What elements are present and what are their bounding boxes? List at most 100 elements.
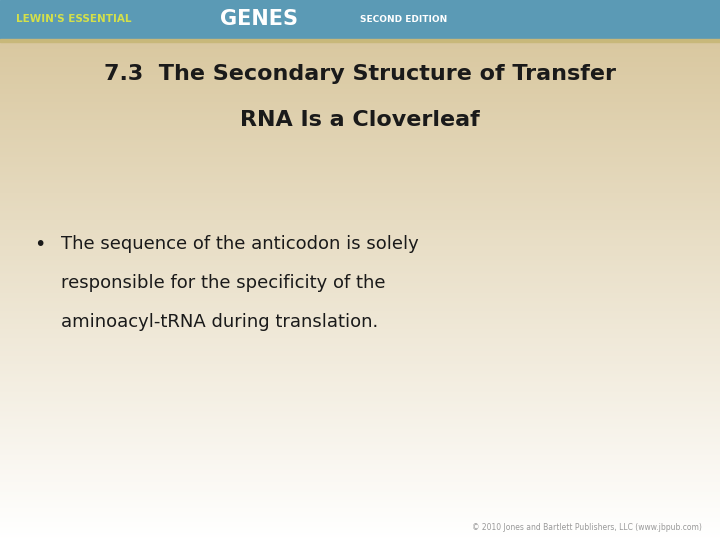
Bar xyxy=(0,70,720,72)
Bar xyxy=(0,407,720,409)
Bar xyxy=(0,67,720,69)
Bar xyxy=(0,376,720,377)
Bar xyxy=(0,502,720,503)
Bar xyxy=(0,177,720,178)
Bar xyxy=(0,336,720,338)
Bar xyxy=(0,237,720,238)
Bar xyxy=(0,79,720,80)
Bar xyxy=(0,47,720,49)
Bar xyxy=(0,286,720,288)
Bar xyxy=(0,455,720,457)
Bar xyxy=(0,293,720,294)
Bar xyxy=(0,442,720,444)
Bar xyxy=(0,168,720,170)
Bar xyxy=(0,490,720,492)
Bar xyxy=(0,153,720,155)
Bar xyxy=(0,265,720,266)
Bar xyxy=(0,387,720,389)
Bar xyxy=(0,278,720,279)
Bar xyxy=(0,435,720,437)
Bar xyxy=(0,475,720,477)
Bar xyxy=(0,89,720,90)
Bar xyxy=(0,276,720,278)
Bar xyxy=(0,331,720,333)
Bar xyxy=(0,240,720,241)
Bar xyxy=(0,0,720,39)
Bar xyxy=(0,474,720,475)
Bar xyxy=(0,419,720,421)
Bar xyxy=(0,305,720,306)
Bar xyxy=(0,150,720,152)
Bar xyxy=(0,54,720,56)
Bar xyxy=(0,268,720,269)
Bar xyxy=(0,65,720,67)
Bar xyxy=(0,92,720,93)
Bar xyxy=(0,215,720,217)
Bar xyxy=(0,357,720,359)
Bar xyxy=(0,346,720,347)
Bar xyxy=(0,193,720,195)
Bar xyxy=(0,424,720,426)
Text: aminoacyl-tRNA during translation.: aminoacyl-tRNA during translation. xyxy=(61,313,379,330)
Bar xyxy=(0,137,720,138)
Bar xyxy=(0,414,720,416)
Bar xyxy=(0,374,720,376)
Bar xyxy=(0,458,720,460)
Bar xyxy=(0,160,720,161)
Bar xyxy=(0,80,720,82)
Bar xyxy=(0,281,720,283)
Bar xyxy=(0,351,720,353)
Bar xyxy=(0,439,720,441)
Bar xyxy=(0,465,720,467)
Bar xyxy=(0,180,720,181)
Bar xyxy=(0,526,720,528)
Bar xyxy=(0,412,720,414)
Bar xyxy=(0,530,720,532)
Bar xyxy=(0,45,720,47)
Bar xyxy=(0,487,720,489)
Bar xyxy=(0,64,720,65)
Bar xyxy=(0,198,720,200)
Bar xyxy=(0,485,720,487)
Bar xyxy=(0,62,720,64)
Bar xyxy=(0,84,720,85)
Bar xyxy=(0,429,720,430)
Bar xyxy=(0,353,720,354)
Bar xyxy=(0,181,720,183)
Bar xyxy=(0,371,720,373)
Bar xyxy=(0,450,720,452)
Bar xyxy=(0,288,720,289)
Bar xyxy=(0,188,720,190)
Bar xyxy=(0,478,720,480)
Bar xyxy=(0,361,720,362)
Bar xyxy=(0,273,720,274)
Bar xyxy=(0,246,720,248)
Bar xyxy=(0,231,720,233)
Bar xyxy=(0,279,720,281)
Bar xyxy=(0,467,720,469)
Bar xyxy=(0,322,720,324)
Bar xyxy=(0,417,720,419)
Bar xyxy=(0,379,720,381)
Bar xyxy=(0,243,720,245)
Bar xyxy=(0,426,720,427)
Bar xyxy=(0,333,720,334)
Bar xyxy=(0,201,720,203)
Bar xyxy=(0,399,720,401)
Bar xyxy=(0,203,720,205)
Bar xyxy=(0,313,720,314)
Bar xyxy=(0,359,720,361)
Bar xyxy=(0,329,720,331)
Bar xyxy=(0,285,720,286)
Bar xyxy=(0,44,720,45)
Bar xyxy=(0,444,720,446)
Bar xyxy=(0,138,720,140)
Bar xyxy=(0,384,720,386)
Text: © 2010 Jones and Bartlett Publishers, LLC (www.jbpub.com): © 2010 Jones and Bartlett Publishers, LL… xyxy=(472,523,702,532)
Bar xyxy=(0,517,720,518)
Bar xyxy=(0,341,720,342)
Bar xyxy=(0,251,720,253)
Bar xyxy=(0,223,720,225)
Bar xyxy=(0,397,720,399)
Bar xyxy=(0,110,720,112)
